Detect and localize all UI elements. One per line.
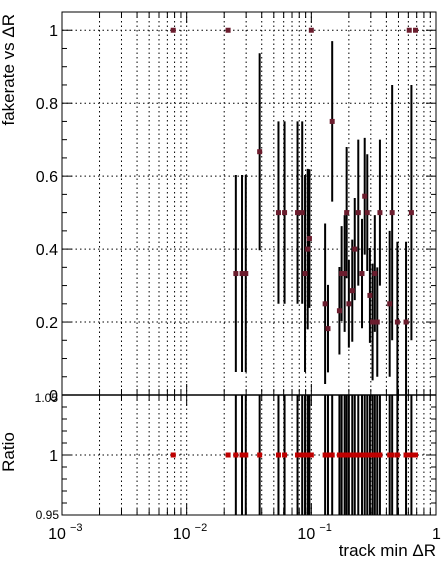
ratio-point (374, 452, 380, 458)
data-point (275, 210, 281, 216)
data-point (346, 301, 352, 307)
data-point (344, 210, 350, 216)
y-tick-label: 1.05 (35, 391, 59, 405)
x-tick-labels: 10 −3 10 −2 10 −1 1 (48, 522, 441, 543)
ratio-point (362, 452, 368, 458)
y-tick-label: 0.95 (36, 508, 60, 522)
x-axis-label: track min ΔR (339, 541, 436, 560)
y-tick-label: 0 (49, 388, 58, 405)
top-panel-axis-ticks (61, 12, 437, 396)
data-point (170, 27, 176, 33)
bottom-y-tick-labels: 1 0.95 1.05 (35, 391, 60, 522)
x-tick-label: 10 (48, 526, 66, 543)
data-point (387, 301, 393, 307)
data-point (364, 210, 370, 216)
data-point (336, 308, 342, 314)
data-point (374, 319, 380, 325)
data-point (295, 210, 301, 216)
ratio-point (233, 452, 239, 458)
x-tick-exponent: −3 (70, 522, 83, 534)
ratio-point (403, 452, 409, 458)
ratio-point (355, 452, 361, 458)
ratio-point (243, 452, 249, 458)
ratio-point (275, 452, 281, 458)
data-point (367, 292, 373, 298)
x-tick-label: 1 (432, 526, 441, 543)
ratio-y-axis-label: Ratio (0, 432, 18, 472)
ratio-point (413, 452, 419, 458)
ratio-point (394, 452, 400, 458)
data-point (406, 27, 412, 33)
data-point (225, 27, 231, 33)
ratio-point (329, 452, 335, 458)
ratio-point (257, 452, 263, 458)
y-tick-label: 0.6 (36, 169, 58, 186)
data-point (355, 210, 361, 216)
data-point (389, 210, 395, 216)
data-point (302, 271, 308, 277)
ratio-point (359, 452, 365, 458)
ratio-point (339, 452, 345, 458)
data-point (342, 271, 348, 277)
y-tick-label: 0.2 (36, 315, 58, 332)
ratio-point (299, 452, 305, 458)
data-point (306, 236, 312, 242)
data-point (305, 246, 311, 252)
y-tick-label: 0.8 (36, 96, 58, 113)
data-point (377, 210, 383, 216)
data-point (257, 149, 263, 155)
data-point (370, 319, 376, 325)
data-point (299, 210, 305, 216)
ratio-point (170, 452, 176, 458)
data-point (325, 326, 331, 332)
ratio-point (302, 452, 308, 458)
data-point (233, 271, 239, 277)
data-point (372, 271, 378, 277)
data-point (408, 210, 414, 216)
top-panel-markers (170, 27, 419, 332)
bottom-panel-axis-ticks (61, 394, 437, 516)
top-y-tick-labels: 0 0.2 0.4 0.6 0.8 1 (36, 23, 58, 405)
data-point (308, 27, 314, 33)
ratio-point (322, 452, 328, 458)
ratio-point (225, 452, 231, 458)
data-point (352, 246, 358, 252)
data-point (413, 27, 419, 33)
data-point (239, 271, 245, 277)
data-point (322, 301, 328, 307)
data-point (282, 210, 288, 216)
ratio-point (364, 452, 370, 458)
data-point (329, 118, 335, 124)
x-tick-label: 10 (297, 526, 315, 543)
data-point (362, 193, 368, 199)
ratio-point (352, 452, 358, 458)
ratio-point (408, 452, 414, 458)
ratio-point (389, 452, 395, 458)
ratio-markers (170, 452, 419, 458)
ratio-point (325, 452, 331, 458)
y-tick-label: 0.4 (36, 242, 58, 259)
ratio-point (308, 452, 314, 458)
data-point (349, 288, 355, 294)
y-tick-label: 1 (49, 23, 58, 40)
ratio-point (346, 452, 352, 458)
data-point (403, 319, 409, 325)
ratio-point (239, 452, 245, 458)
ratio-point (295, 452, 301, 458)
ratio-point (367, 452, 373, 458)
ratio-point (377, 452, 383, 458)
ratio-point (282, 452, 288, 458)
top-panel-grid (62, 12, 436, 395)
x-tick-exponent: −2 (195, 522, 208, 534)
data-point (339, 271, 345, 277)
y-tick-label: 1 (49, 448, 58, 465)
data-point (243, 271, 249, 277)
data-point (359, 271, 365, 277)
data-point (394, 319, 400, 325)
top-y-axis-label: fakerate vs ΔR (0, 14, 18, 126)
x-tick-label: 10 (173, 526, 191, 543)
x-tick-exponent: −1 (319, 522, 332, 534)
